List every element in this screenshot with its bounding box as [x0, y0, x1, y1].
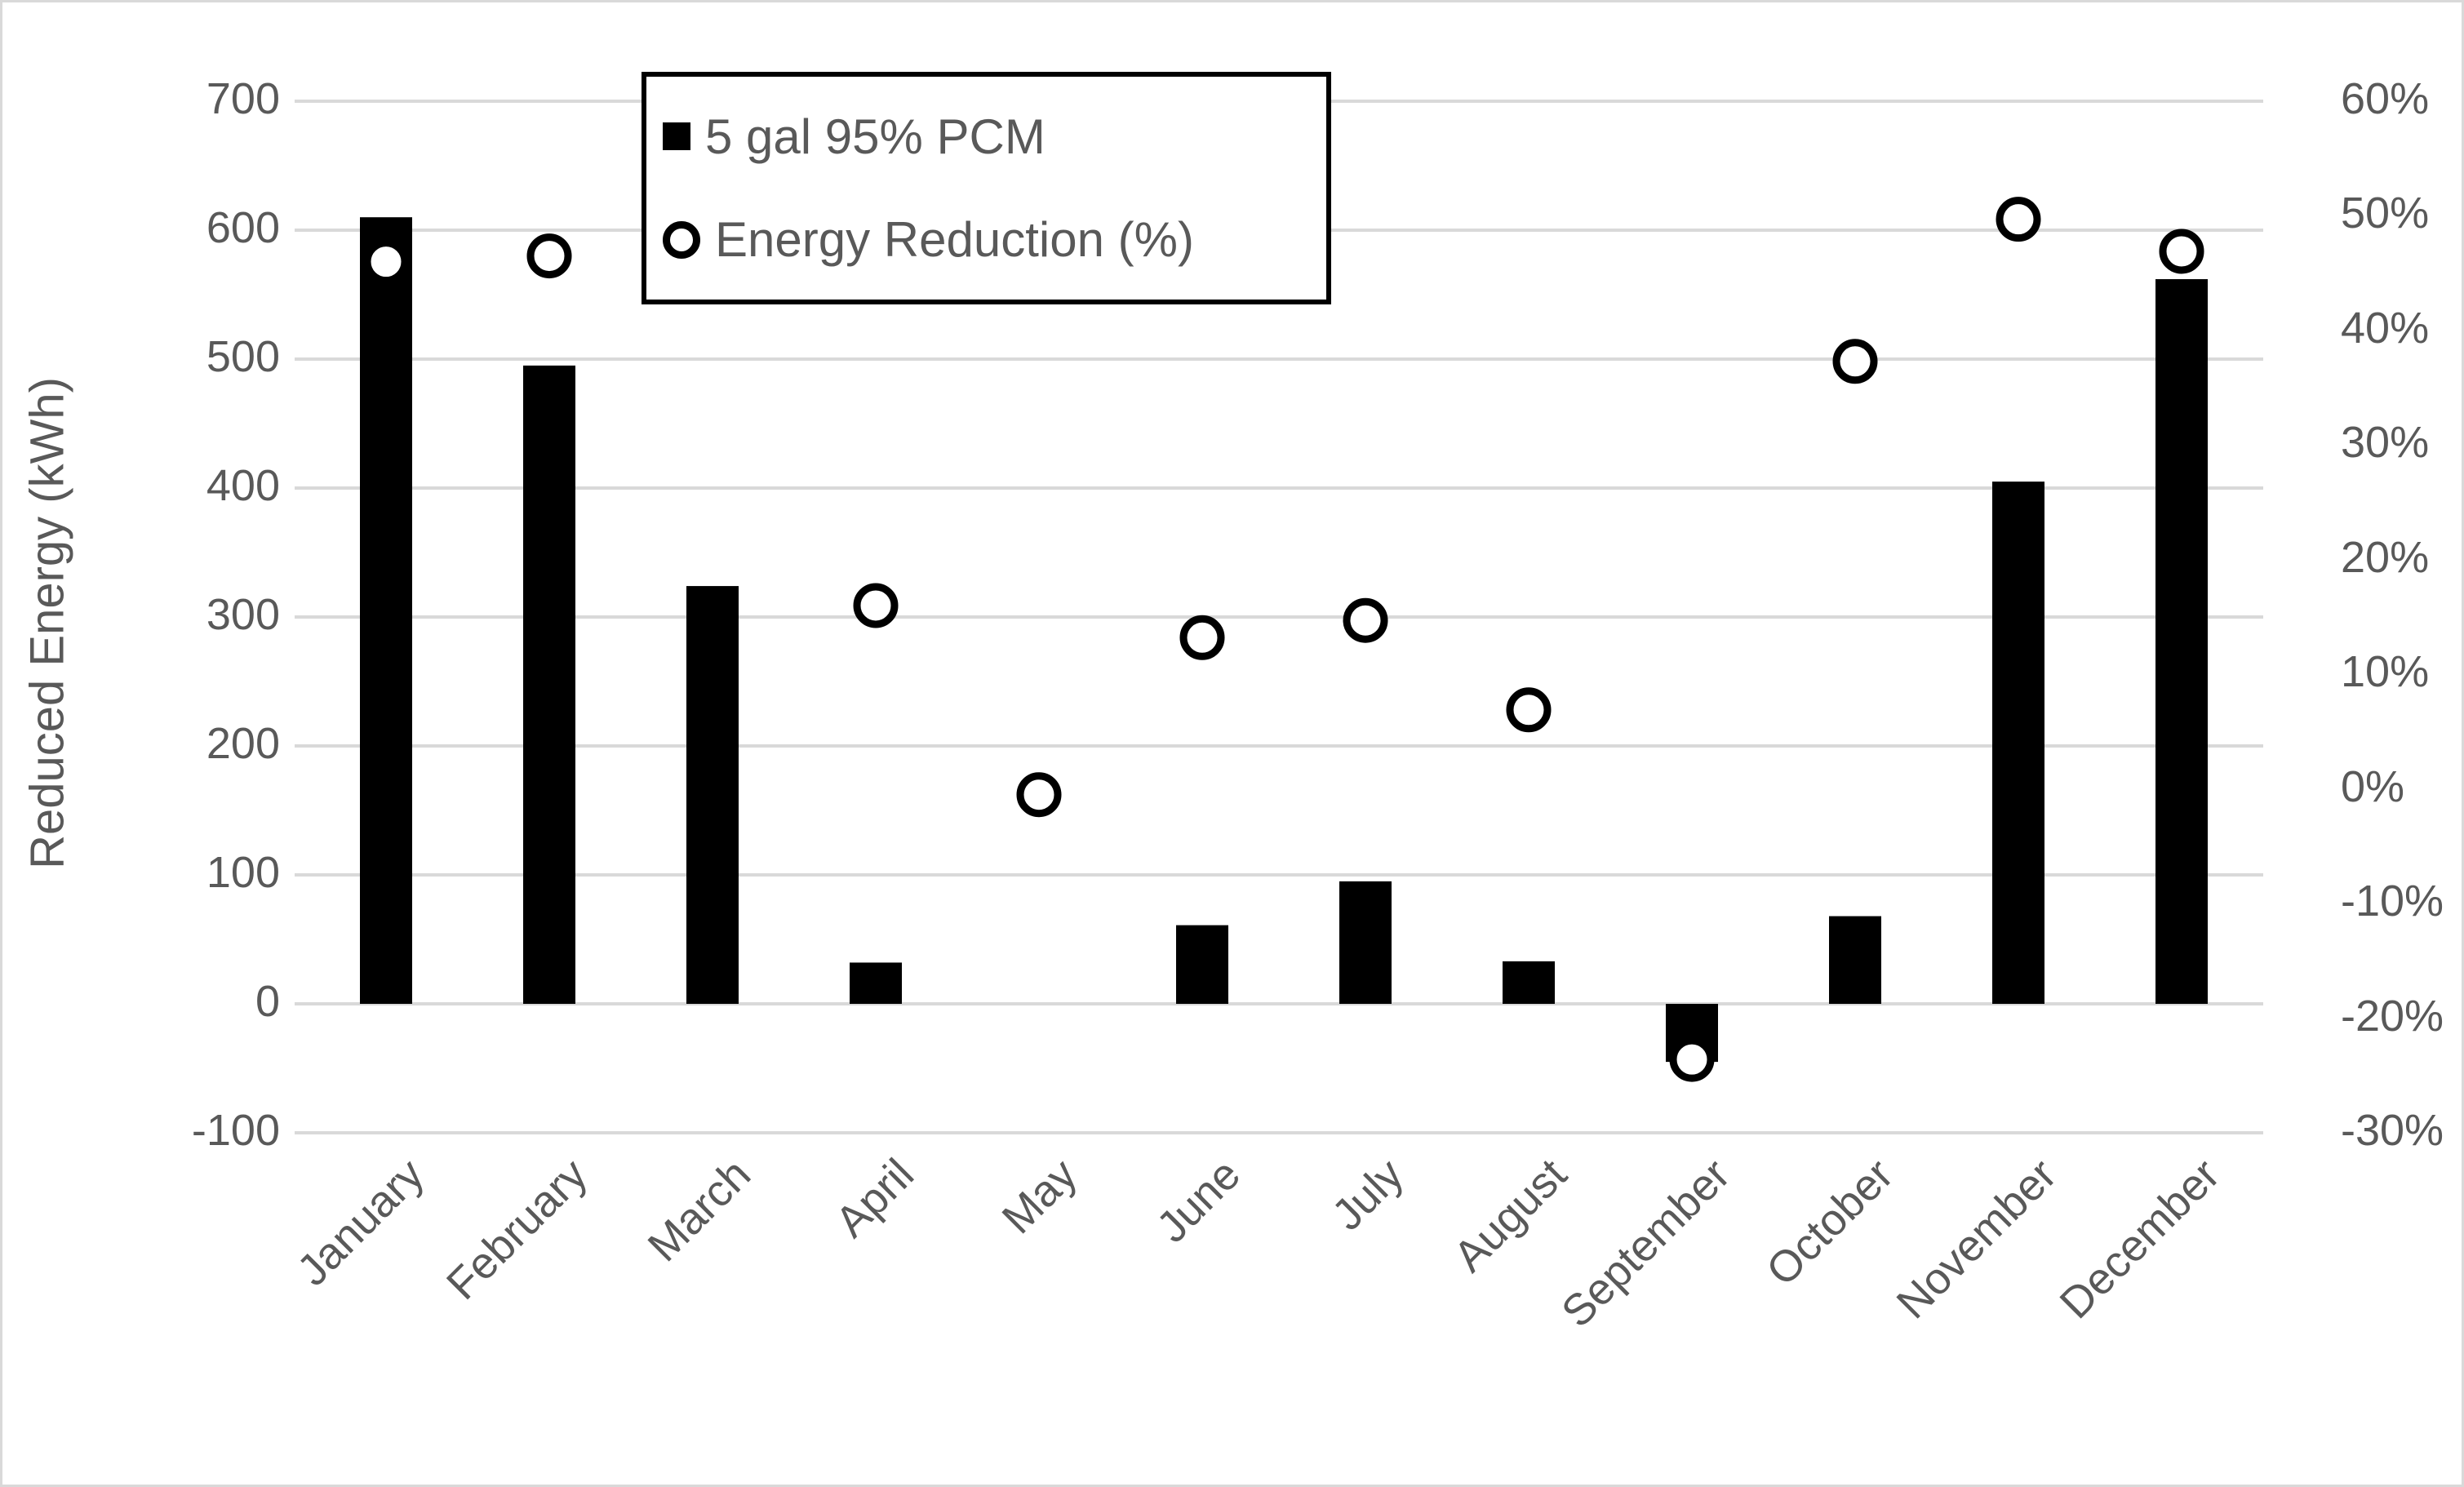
bar-october: [1829, 916, 1881, 1004]
legend-row-energy-reduction: Energy Reduction (%): [663, 211, 1326, 268]
right-axis-tick--30%: -30%: [2341, 1106, 2444, 1155]
bar-november: [1992, 482, 2044, 1004]
bar-december: [2155, 279, 2208, 1004]
right-axis-tick-10%: 10%: [2341, 647, 2430, 697]
point-february: [526, 233, 572, 279]
left-axis-tick--100: -100: [191, 1106, 280, 1155]
right-axis-tick-50%: 50%: [2341, 189, 2430, 238]
right-axis-tick-40%: 40%: [2341, 303, 2430, 353]
point-august: [1506, 687, 1552, 733]
left-axis-title: Reduced Energy (kWh): [20, 377, 74, 869]
left-axis-tick-300: 300: [206, 590, 280, 639]
point-july: [1343, 597, 1388, 643]
scatter-series-marker-icon: [663, 220, 700, 259]
bar-january: [360, 217, 412, 1004]
point-december: [2159, 229, 2204, 274]
bar-june: [1176, 925, 1228, 1004]
legend: 5 gal 95% PCM Energy Reduction (%): [642, 72, 1331, 304]
right-axis-tick-0%: 0%: [2341, 761, 2405, 811]
point-january: [363, 239, 409, 285]
legend-label-pcm: 5 gal 95% PCM: [705, 109, 1046, 164]
point-may: [1016, 772, 1062, 818]
point-november: [1996, 197, 2041, 242]
point-september: [1669, 1036, 1715, 1082]
bar-march: [686, 586, 739, 1004]
left-axis-tick-100: 100: [206, 848, 280, 897]
point-october: [1832, 339, 1878, 384]
bar-february: [523, 365, 575, 1004]
bar-july: [1339, 881, 1392, 1004]
legend-row-pcm: 5 gal 95% PCM: [663, 109, 1326, 165]
bar-april: [850, 962, 902, 1004]
left-axis-tick-500: 500: [206, 332, 280, 381]
left-axis-tick-0: 0: [255, 977, 280, 1026]
left-axis-tick-400: 400: [206, 461, 280, 510]
right-axis-tick-60%: 60%: [2341, 74, 2430, 123]
legend-label-energy-reduction: Energy Reduction (%): [715, 212, 1194, 268]
left-axis-tick-700: 700: [206, 74, 280, 123]
bar-series-marker-icon: [663, 122, 690, 151]
right-axis-tick-20%: 20%: [2341, 532, 2430, 582]
right-axis-tick--20%: -20%: [2341, 991, 2444, 1041]
right-axis-tick-30%: 30%: [2341, 418, 2430, 468]
point-june: [1179, 615, 1225, 660]
point-april: [853, 583, 899, 628]
left-axis-tick-200: 200: [206, 719, 280, 768]
bar-august: [1503, 961, 1555, 1004]
left-axis-tick-600: 600: [206, 203, 280, 252]
right-axis-tick--10%: -10%: [2341, 877, 2444, 926]
